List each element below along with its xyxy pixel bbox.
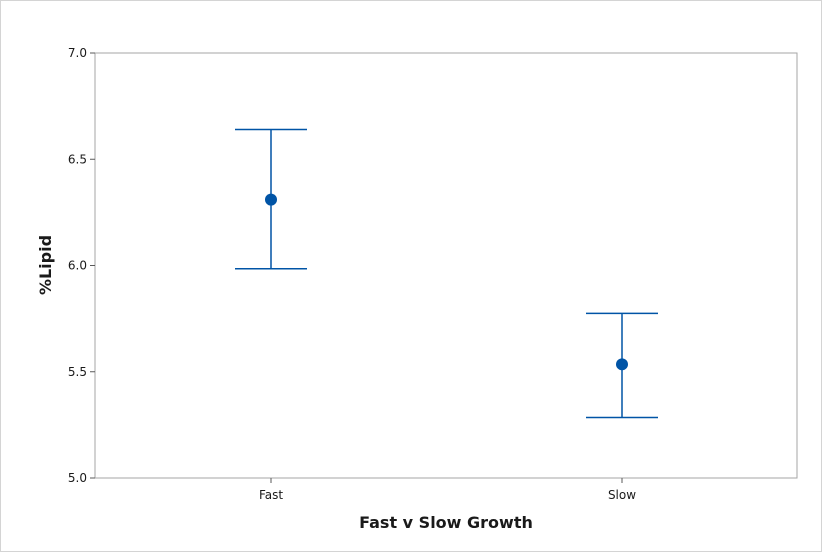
y-axis-title: %Lipid [36,235,55,295]
x-axis-title: Fast v Slow Growth [359,513,533,532]
y-tick-label: 6.0 [68,259,87,273]
x-tick-label: Slow [608,488,636,502]
mean-point [265,193,277,206]
y-tick-label: 6.5 [68,152,87,166]
y-tick-label: 5.0 [68,471,87,485]
y-axis: 5.0 5.5 6.0 6.5 7.0 [68,46,95,485]
y-tick-label: 7.0 [68,46,87,60]
plot-area [94,52,798,479]
x-tick-label: Fast [259,488,283,502]
x-axis: Fast Slow [259,478,636,502]
mean-point [616,358,628,371]
y-tick-label: 5.5 [68,365,87,379]
series-marks [235,128,658,419]
